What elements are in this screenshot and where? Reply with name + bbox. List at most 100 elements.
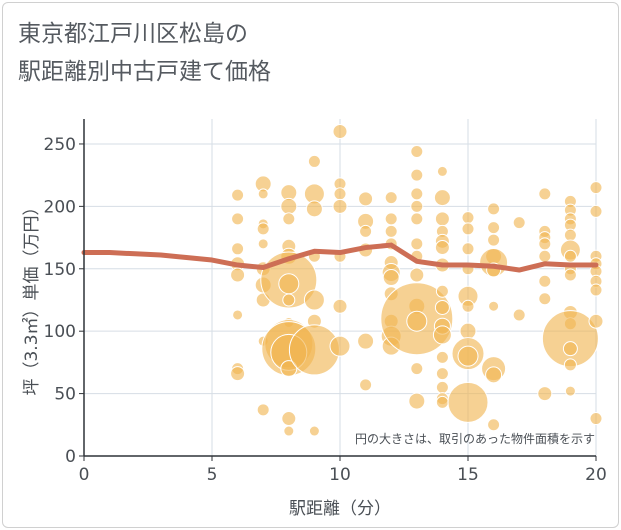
bubble-point — [457, 345, 479, 367]
bubble-point — [432, 325, 452, 345]
bubble-point — [231, 212, 245, 226]
y-tick-label: 100 — [44, 322, 76, 342]
bubble-point — [410, 168, 424, 182]
bubble-point — [307, 154, 321, 168]
bubble-point — [433, 189, 451, 207]
bubble-point — [384, 224, 398, 238]
bubble-point — [434, 211, 450, 227]
bubble-point — [538, 237, 552, 251]
bubble-point — [589, 204, 603, 218]
bubble-point — [406, 310, 428, 332]
x-axis-title: 駅距離（分） — [289, 499, 391, 519]
bubble-point — [382, 269, 400, 287]
trend-line — [81, 242, 599, 273]
bubble-point — [305, 200, 323, 218]
bubble-point — [257, 238, 269, 250]
y-tick-label: 150 — [44, 260, 76, 280]
bubble-point — [256, 403, 270, 417]
bubble-point — [231, 188, 245, 202]
bubble-point — [485, 366, 503, 384]
size-note: 円の大きさは、取引のあった物件面積を示す — [355, 431, 595, 446]
bubble-point — [283, 425, 295, 437]
y-tick-label: 50 — [54, 385, 76, 405]
bubble-point — [461, 222, 475, 236]
trend-line-layer — [81, 242, 599, 273]
bubble-point — [562, 341, 578, 357]
bubble-point — [435, 284, 449, 298]
bubble-point — [435, 395, 449, 409]
bubble-point — [280, 197, 298, 215]
bubble-point — [461, 211, 475, 225]
bubble-point — [589, 181, 603, 195]
bubble-point — [332, 123, 348, 139]
bubble-point — [488, 300, 500, 312]
bubble-point — [359, 224, 373, 238]
bubble-point — [538, 274, 552, 288]
x-tick-label: 15 — [457, 465, 479, 485]
bubble-point — [281, 411, 297, 427]
bubble-point — [538, 249, 552, 263]
bubble-point — [588, 313, 604, 329]
x-tick-label: 20 — [585, 465, 607, 485]
bubble-point — [487, 221, 501, 235]
bubble-point — [589, 412, 603, 426]
bubble-point — [538, 292, 552, 306]
bubble-point — [410, 362, 424, 376]
bubble-point — [410, 237, 424, 251]
chart-title-line1: 東京都江戸川区松島の — [18, 21, 248, 47]
bubble-point — [563, 268, 577, 282]
bubble-point — [435, 367, 449, 381]
bubble-point — [280, 360, 298, 378]
bubble-point — [408, 392, 426, 410]
chart-title-line2: 駅距離別中古戸建て価格 — [18, 59, 271, 85]
bubble-point — [434, 240, 450, 256]
x-tick-label: 0 — [79, 465, 90, 485]
bubble-point — [447, 381, 489, 423]
x-tick-label: 5 — [207, 465, 218, 485]
bubble-point — [332, 298, 348, 314]
bubble-point — [303, 289, 325, 311]
bubble-point — [537, 386, 553, 402]
bubble-point — [332, 198, 348, 214]
bubble-point — [384, 212, 398, 226]
bubble-layer — [230, 123, 604, 437]
bubble-point — [282, 293, 296, 307]
bubble-point — [459, 322, 477, 340]
bubble-point — [436, 165, 448, 177]
bubble-point — [333, 187, 347, 201]
bubble-point — [357, 332, 375, 350]
bubble-point — [564, 385, 576, 397]
bubble-point — [278, 273, 300, 295]
bubble-point — [487, 233, 501, 247]
bubble-point — [230, 267, 246, 283]
bubble-point — [329, 335, 351, 357]
bubble-point — [257, 188, 269, 200]
bubble-point — [563, 228, 577, 242]
bubble-point — [434, 299, 450, 315]
x-tick-label: 10 — [329, 465, 351, 485]
bubble-point — [308, 425, 320, 437]
bubble-point — [512, 216, 526, 230]
bubble-point — [232, 309, 244, 321]
bubble-point — [410, 144, 424, 158]
bubble-point — [282, 212, 296, 226]
bubble-point — [384, 191, 398, 205]
bubble-point — [231, 242, 245, 256]
bubble-point — [487, 202, 501, 216]
bubble-point — [512, 308, 526, 322]
bubble-point — [358, 191, 374, 207]
bubble-point — [461, 242, 475, 256]
bubble-point — [359, 378, 373, 392]
y-tick-label: 250 — [44, 135, 76, 155]
y-tick-label: 200 — [44, 197, 76, 217]
y-tick-label: 0 — [65, 447, 76, 467]
bubble-point — [410, 199, 424, 213]
bubble-point — [435, 350, 449, 364]
bubble-point — [563, 249, 577, 263]
bubble-point — [589, 283, 603, 297]
bubble-point — [256, 222, 270, 236]
bubble-point — [230, 366, 246, 382]
bubble-point — [461, 299, 475, 313]
